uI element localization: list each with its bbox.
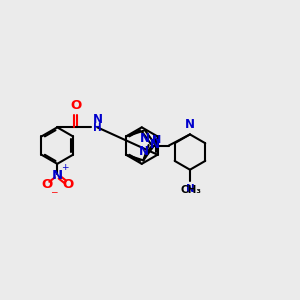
Text: N: N [186, 184, 194, 194]
Text: N: N [52, 169, 63, 182]
Text: N: N [140, 132, 150, 145]
Text: H: H [93, 123, 102, 133]
Text: +: + [61, 163, 69, 172]
Text: O: O [70, 99, 81, 112]
Text: O: O [62, 178, 73, 191]
Text: N: N [150, 138, 160, 151]
Text: CH₃: CH₃ [180, 185, 201, 195]
Text: N: N [185, 118, 195, 131]
Text: N: N [93, 112, 103, 126]
Text: −: − [50, 188, 58, 196]
Text: N: N [139, 145, 149, 158]
Text: N: N [152, 135, 161, 145]
Text: O: O [41, 178, 52, 191]
